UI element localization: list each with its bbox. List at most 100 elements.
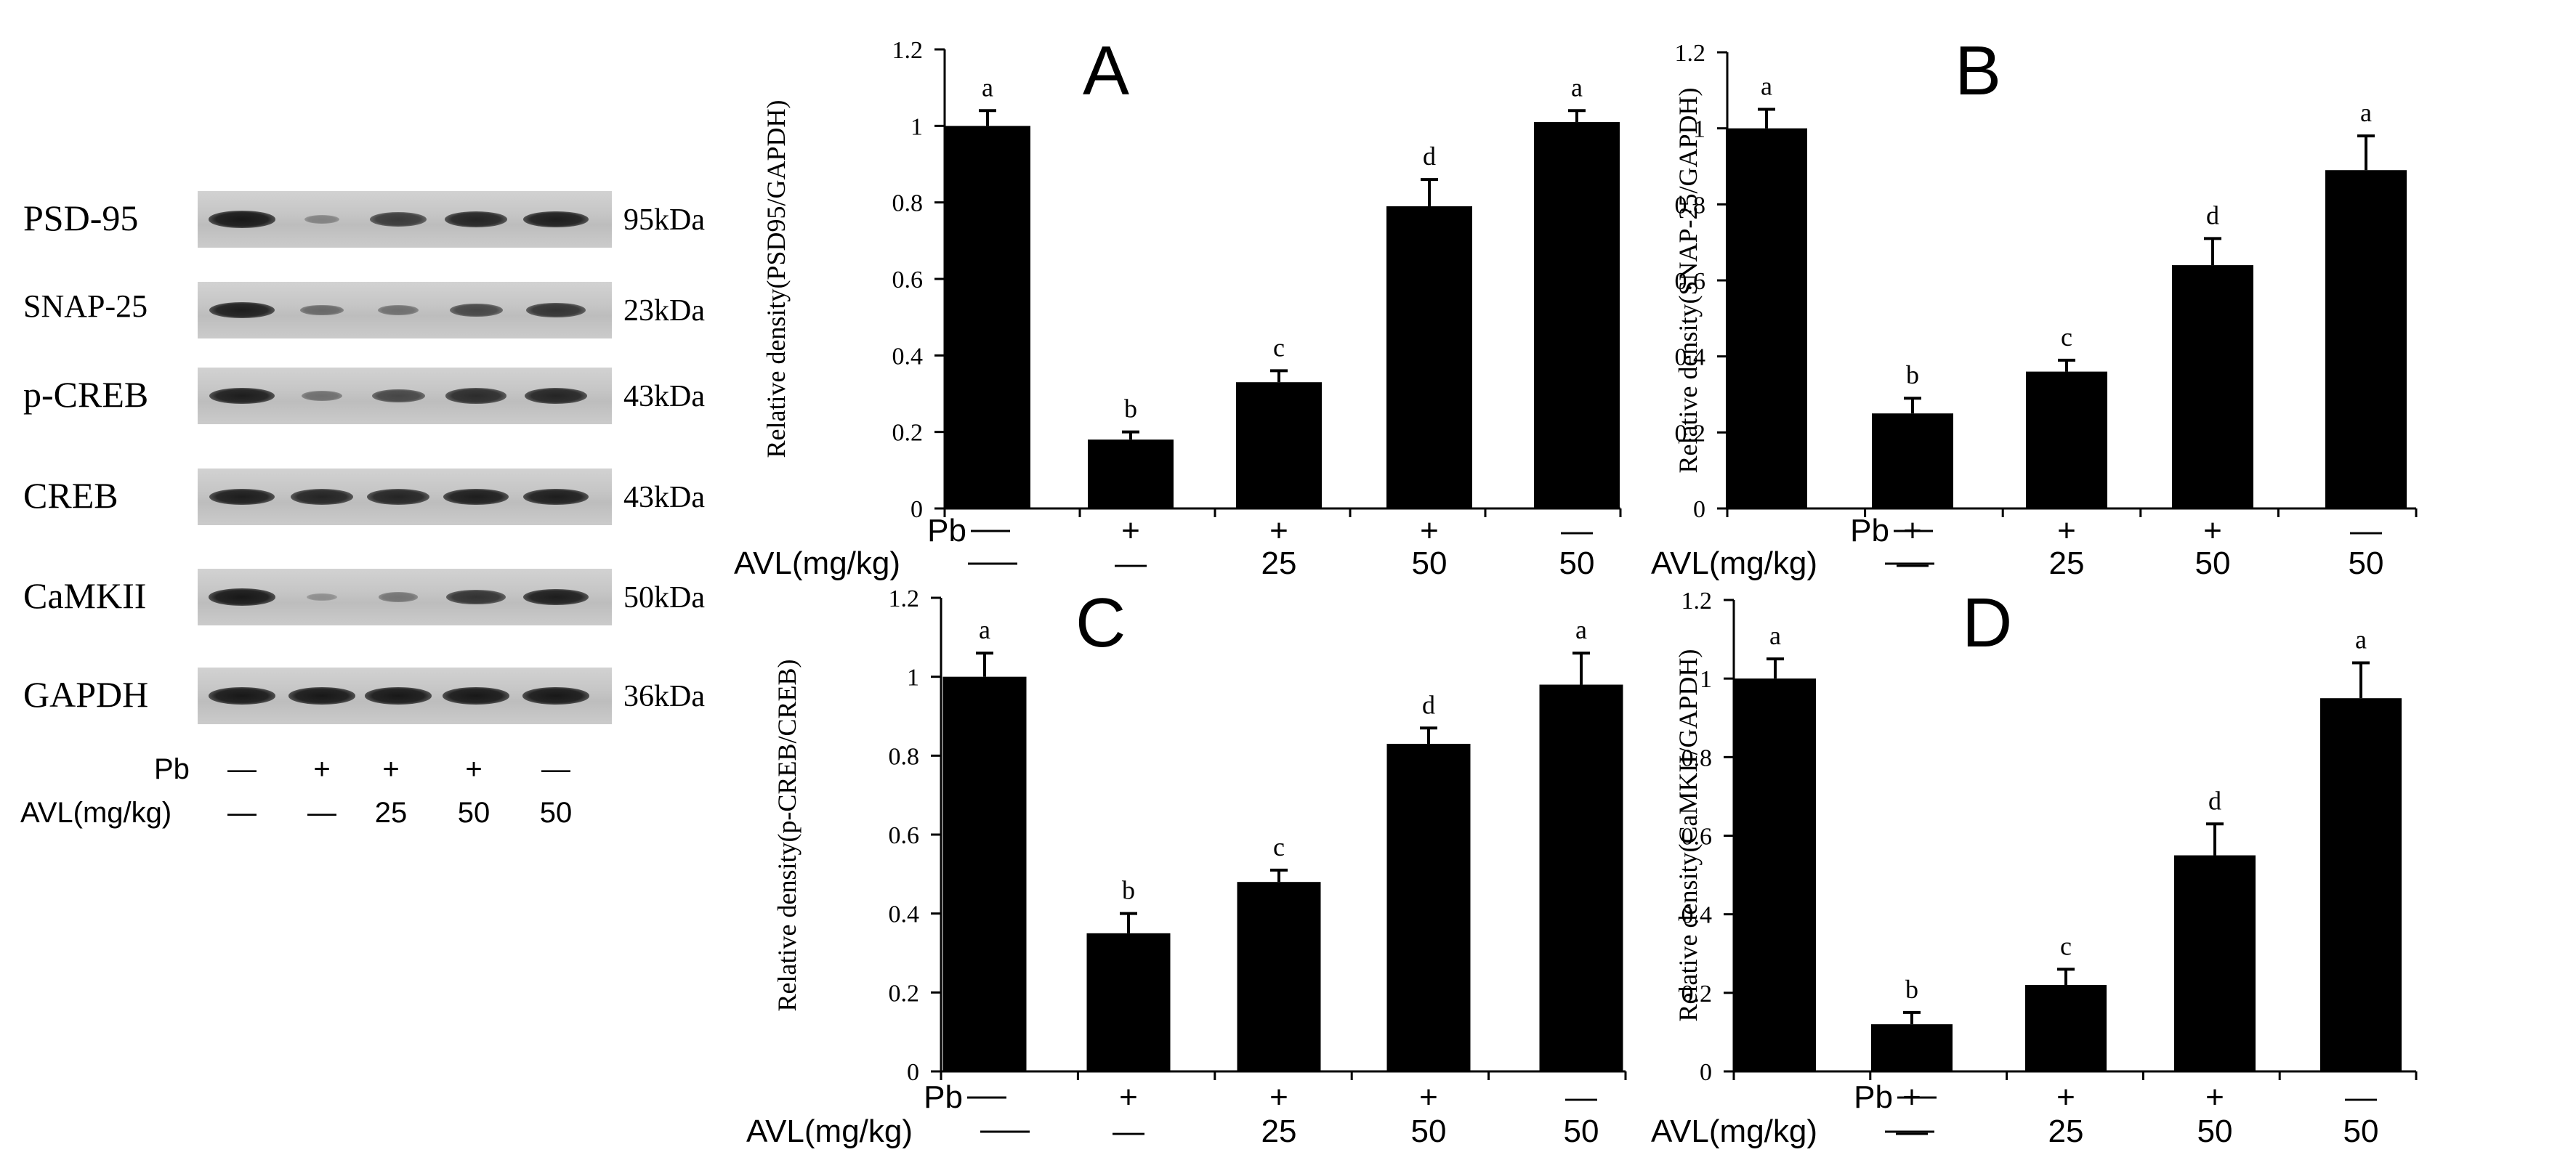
blot-band [371,389,425,403]
y-tick-label: 0.6 [1675,268,1706,295]
bar [2026,371,2107,508]
bar [2025,985,2107,1071]
avl-row-label: AVL(mg/kg) [1651,1114,1817,1149]
blot-protein-label: GAPDH [23,674,149,715]
blot-band [301,390,343,402]
blot-band [379,592,418,602]
significance-label: a [2360,98,2372,127]
bar [1735,678,1816,1071]
avl-condition: 25 [1261,1114,1297,1149]
bar [1872,413,1953,508]
pb-condition: + [2205,1079,2224,1115]
avl-condition: — [1113,1114,1144,1149]
blot-band [523,588,589,606]
y-tick-label: 1.2 [1675,40,1706,67]
bar [1086,933,1171,1071]
blot-size-label: 95kDa [623,203,705,237]
blot-avl-condition: 25 [374,797,408,829]
bar [2174,855,2256,1071]
blot-size-label: 43kDa [623,481,705,514]
y-tick-label: 0.6 [889,822,920,849]
panel-letter: B [1955,32,2001,110]
blot-avl-condition: 50 [457,797,490,829]
blot-band [369,212,427,227]
pb-condition: + [2056,1079,2075,1115]
avl-condition: 25 [2048,1114,2084,1149]
blot-band [377,304,419,316]
blot-band [522,687,590,705]
bar [2172,265,2253,508]
avl-condition: 50 [1559,546,1595,581]
blot-size-label: 23kDa [623,294,705,328]
blot-band [306,593,338,601]
bar [1539,684,1623,1071]
blot-strip [198,368,612,424]
bar [2325,170,2407,508]
y-tick-label: 0.6 [892,267,924,293]
y-tick-label: 1 [1693,116,1705,143]
significance-label: a [1769,621,1781,650]
blot-pb-condition: + [382,753,400,785]
pb-condition: + [1121,513,1140,548]
blot-size-label: 50kDa [623,581,705,615]
significance-label: a [1761,72,1772,101]
blot-strip [198,569,612,625]
avl-row-label: AVL(mg/kg) [1651,546,1817,581]
avl-condition: 50 [2197,1114,2233,1149]
significance-label: a [1571,73,1583,102]
avl-condition: 25 [1261,546,1297,581]
bar [1236,382,1322,508]
avl-condition: 50 [2195,546,2231,581]
bar [1386,206,1472,508]
blot-avl-condition: — [307,797,336,829]
pb-condition: + [1269,1079,1288,1115]
pb-condition: — [1561,513,1593,548]
bar [945,126,1030,509]
y-axis-label: Relative density(PSD95/GAPDH) [762,100,791,458]
blot-band [449,303,503,317]
significance-label: a [982,73,993,102]
pb-row-label: Pb [924,1079,963,1115]
y-tick-label: 0 [907,1059,919,1086]
blot-pb-condition: + [313,753,331,785]
blot-protein-label: p-CREB [23,374,149,415]
pb-row-label: Pb [1854,1079,1893,1115]
bar [1237,882,1321,1071]
blot-strip [198,668,612,724]
significance-label: a [979,615,990,644]
blot-band [209,488,275,506]
pb-row-label: Pb [1850,513,1889,548]
bar [2320,698,2402,1071]
significance-label: d [1423,142,1436,171]
significance-label: b [1906,360,1919,389]
bar [1088,439,1174,508]
blot-band [523,488,589,506]
avl-condition: 25 [2049,546,2085,581]
y-tick-label: 0.2 [1681,981,1713,1007]
y-tick-label: 0.4 [892,343,924,370]
blot-band [526,302,586,318]
blot-avl-condition: 50 [539,797,573,829]
blot-avl-condition: — [227,797,257,829]
significance-label: c [1273,333,1285,362]
panel-letter: A [1083,32,1129,110]
pb-condition: + [1420,513,1439,548]
y-tick-label: 1.2 [1681,588,1713,615]
y-axis-label: Relative density(p-CREB/CREB) [772,660,802,1012]
significance-label: c [1273,832,1285,861]
y-tick-label: 1 [1700,666,1712,693]
y-axis-label: Relative density(SNAP-25/GAPDH) [1673,88,1703,474]
blot-protein-label: CREB [23,475,118,516]
blot-band [442,687,510,705]
avl-condition: 50 [2349,546,2384,581]
significance-label: d [2208,786,2221,815]
significance-label: b [1905,975,1918,1004]
blot-band [523,211,589,228]
y-axis-label: Relative density(CaMKII/GAPDH) [1673,649,1703,1022]
significance-label: b [1124,394,1137,423]
pb-condition: + [1902,1079,1921,1115]
blot-size-label: 43kDa [623,380,705,413]
y-tick-label: 0.8 [889,743,920,770]
